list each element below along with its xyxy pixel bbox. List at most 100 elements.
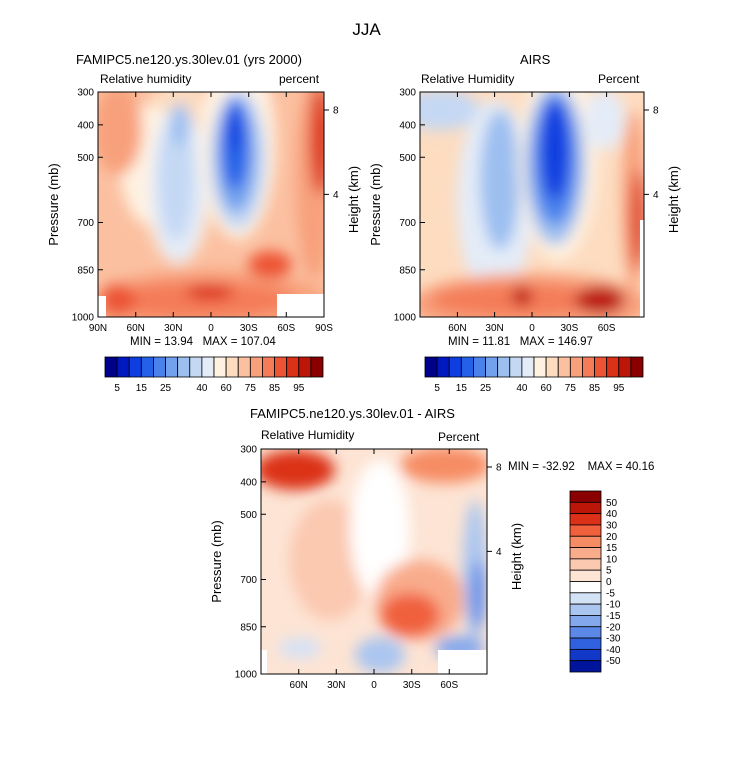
colorbar-label: 85 [269,383,281,394]
colorbar-label: 15 [136,383,148,394]
pressure-tick-label: 400 [240,477,257,488]
lat-tick-label: 0 [208,323,214,334]
lat-tick-label: 60S [598,323,616,334]
lat-tick-label: 60S [277,323,295,334]
panel1-stats: MIN = 13.94 MAX = 107.04 [130,336,276,348]
colorbar-label: -50 [606,656,621,667]
colorbar-label: 50 [606,498,618,509]
pressure-tick-label: 1000 [394,313,417,324]
colorbar-label: 95 [613,383,625,394]
pressure-tick-label: 400 [399,120,416,131]
colorbar-label: 25 [160,383,172,394]
lat-tick-label: 30S [561,323,579,334]
colorbar-swatch [582,356,595,378]
pressure-tick-label: 300 [399,88,416,99]
pressure-tick-label: 700 [399,218,416,229]
lat-tick-label: 90S [315,323,333,334]
pressure-tick-label: 700 [240,575,257,586]
lat-tick-label: 60N [290,680,308,691]
panel2-colorbar: 5 15 25 40 60 75 85 95 [424,356,644,394]
panel2-min-value: 11.81 [482,336,511,348]
lat-tick-label: 30S [240,323,258,334]
colorbar-label: 10 [606,554,618,565]
colorbar-swatch [569,581,602,594]
lat-tick-label: 30N [485,323,503,334]
panel2-subtitle-right: Percent [598,72,640,86]
colorbar-swatch [569,660,602,673]
colorbar-label: 25 [480,383,492,394]
colorbar-swatch [569,569,602,582]
colorbar-swatch [165,356,179,378]
colorbar-label: -40 [606,645,621,656]
colorbar-label: 5 [434,383,440,394]
colorbar-label: 0 [606,577,612,588]
pressure-tick-label: 500 [240,510,257,521]
panel2-max-label: MAX = [519,336,555,348]
colorbar-label: 30 [606,520,618,531]
lat-tick-label: 30N [327,680,345,691]
colorbar-label: 75 [245,383,257,394]
colorbar-swatch [569,558,602,571]
colorbar-swatch [569,513,602,526]
panel3-contour-field [261,449,487,674]
colorbar-label: 95 [293,383,305,394]
height-tick-label: 8 [496,463,502,474]
panel3-subtitle-right: Percent [438,430,480,444]
colorbar-label: 20 [606,532,618,543]
pressure-tick-label: 850 [399,265,416,276]
colorbar-label: 60 [541,383,553,394]
panel2-max-value: 146.97 [557,336,593,348]
panel2-min-label: MIN = [448,336,479,348]
panel3-min-value: -32.92 [542,461,575,473]
colorbar-swatch [569,592,602,605]
colorbar-swatch [298,356,312,378]
colorbar-swatch [569,535,602,548]
colorbar-swatch [630,356,644,378]
colorbar-swatch [569,356,583,378]
colorbar-swatch [249,356,263,378]
colorbar-swatch [606,356,620,378]
height-tick-label: 4 [333,190,339,201]
lat-tick-label: 0 [371,680,377,691]
panel1-min-value: 13.94 [164,336,193,348]
pressure-tick-label: 850 [240,622,257,633]
colorbar-swatch [213,356,227,378]
colorbar-label: 85 [589,383,601,394]
panel3-subtitle-left: Relative Humidity [261,428,355,442]
colorbar-label: -5 [606,588,615,599]
colorbar-label: 60 [221,383,233,394]
colorbar-swatch [569,501,602,515]
colorbar-label: 15 [456,383,468,394]
colorbar-swatch [521,356,535,378]
panel3-axes: 300 400 500 700 850 1000 60N 30N 0 30S 60S 8 4 Pressu… [209,445,524,692]
colorbar-label: 40 [606,509,618,520]
colorbar-swatch [569,603,602,616]
pressure-tick-label: 850 [77,265,94,276]
panel3-title: FAMIPC5.ne120.ys.30lev.01 - AIRS [250,406,455,421]
colorbar-swatch [153,356,166,378]
panel1-max-value: 107.04 [240,336,276,348]
lat-tick-label: 30N [164,323,182,334]
height-axis-label: Height (km) [509,523,524,590]
colorbar-swatch [116,356,130,378]
colorbar-swatch [557,356,571,378]
colorbar-swatch [569,490,602,503]
colorbar-swatch [473,356,486,378]
panel3-stats: MIN = -32.92 MAX = 40.16 [508,461,654,473]
colorbar-swatch [177,356,191,378]
colorbar-label: -30 [606,634,621,645]
lat-tick-label: 60N [127,323,145,334]
colorbar-swatch [545,356,559,378]
colorbar-swatch [436,356,450,378]
pressure-axis-label: Pressure (mb) [368,163,383,245]
panel1-colorbar: 5 15 25 40 60 75 85 95 [104,356,324,394]
pressure-tick-label: 400 [77,120,94,131]
lat-tick-label: 60N [448,323,466,334]
panel2-stats: MIN = 11.81 MAX = 146.97 [448,336,593,348]
colorbar-label: -15 [606,611,621,622]
colorbar-swatch [497,356,511,378]
height-tick-label: 8 [653,106,659,117]
colorbar-label: 75 [565,383,577,394]
panel1-subtitle-right: percent [279,72,320,86]
